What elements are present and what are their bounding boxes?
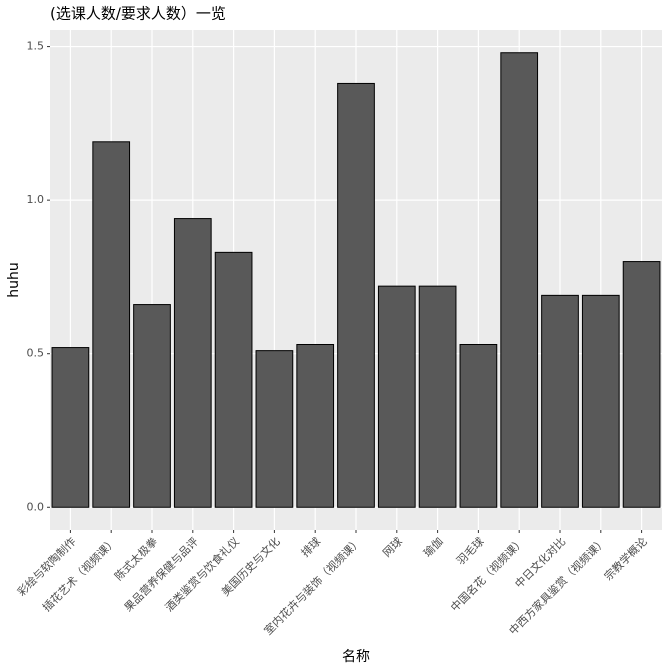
x-tick-label: 瑜伽 [420, 534, 445, 559]
bar [459, 343, 498, 508]
bar [51, 347, 90, 508]
y-tick-label: 1.0 [27, 193, 45, 206]
x-tick-label: 网球 [380, 534, 405, 559]
bar [133, 304, 171, 508]
bar [92, 141, 131, 508]
y-tick-label: 0.0 [27, 500, 45, 513]
bar [173, 218, 212, 508]
x-tick-label: 酒类鉴赏与饮食礼仪 [162, 534, 242, 614]
x-axis-title: 名称 [342, 649, 370, 665]
x-tick-label: 中国名花（视频课） [448, 534, 528, 614]
x-tick-label: 宗教学概论 [601, 534, 650, 583]
y-tick-label: 0.5 [27, 347, 45, 360]
bar [214, 251, 253, 508]
x-tick-label: 羽毛球 [453, 534, 486, 567]
bar [296, 343, 335, 508]
bar [581, 294, 620, 508]
y-tick-label: 1.5 [27, 40, 45, 53]
x-tick-label: 果品营养保健与品评 [121, 534, 201, 614]
y-axis-title: huhu [6, 262, 22, 298]
bar [377, 285, 416, 508]
bar [622, 261, 661, 508]
x-tick-label: 排球 [298, 534, 323, 559]
bar [337, 82, 375, 508]
bar [500, 52, 539, 508]
bar [418, 285, 457, 508]
x-tick-label: 插花艺术（视频课） [40, 534, 120, 614]
bar [255, 350, 294, 508]
chart-title: (选课人数/要求人数）一览 [50, 5, 226, 23]
bar [541, 294, 579, 508]
